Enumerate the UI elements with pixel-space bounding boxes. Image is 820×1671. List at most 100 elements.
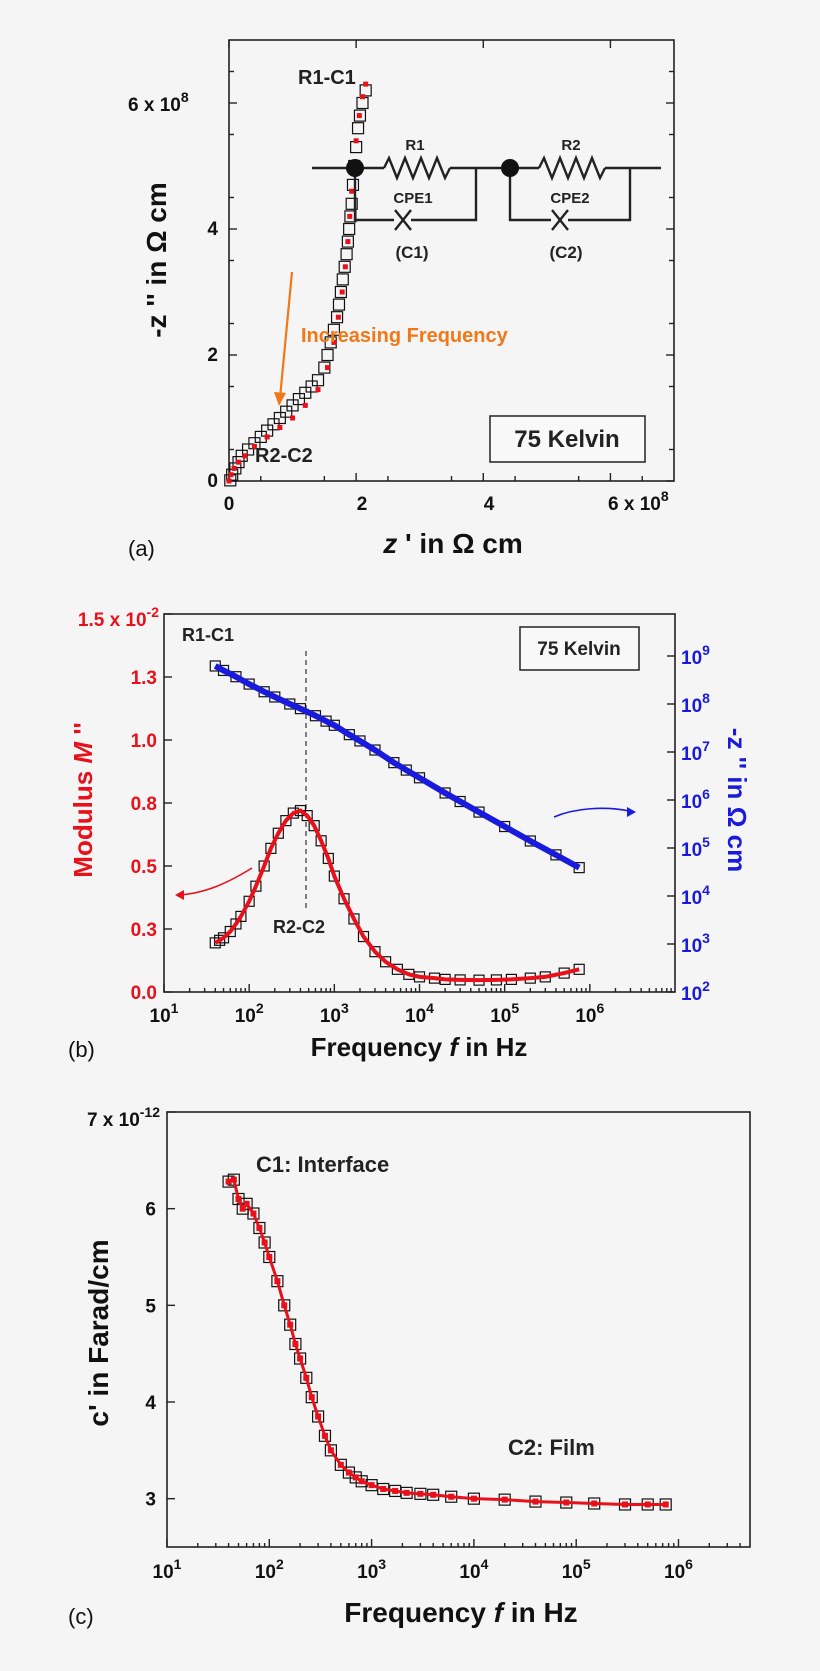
panel-a-data-square-21 [330, 311, 344, 324]
panel-a-data-square-15 [305, 380, 318, 393]
panel-c-data-square-7 [258, 1236, 271, 1249]
panel-b-left-top-tick-exp: -2 [147, 604, 160, 620]
panel-a-r1c1-label: R1-C1 [298, 67, 356, 89]
panel-b-left-tick-label-3: 0.8 [131, 794, 157, 815]
panel-a-fit-point-5 [251, 443, 257, 449]
panel-b-modulus-square-23 [380, 956, 392, 968]
panel-b-x-tick-label-0-base: 10 [150, 1006, 171, 1027]
panel-a-data-square-22 [332, 298, 346, 311]
circuit-cpe1-label: CPE1 [393, 190, 432, 207]
panel-b-right-tick-label-1: 103 [681, 930, 710, 957]
panel-c-label: (c) [68, 1604, 94, 1629]
panel-b-x-title-italic: f [449, 1032, 460, 1062]
panel-a-fit-point-8 [290, 415, 296, 421]
panel-a-x-tick-0: 0 [224, 494, 235, 515]
panel-b-left-title-italic: M [68, 741, 98, 764]
panel-a-fit-point-6 [264, 434, 270, 440]
panel-c-data-square-19 [334, 1458, 347, 1471]
panel-c-data-square-17 [318, 1429, 332, 1442]
panel-a-data-square-9 [267, 418, 280, 431]
panel-a-label: (a) [128, 536, 155, 561]
panel-b-right-tick-label-7-exp: 9 [702, 642, 710, 658]
panel-a-marks [224, 81, 372, 487]
panel-a-fit-point-3 [236, 459, 242, 465]
panel-b-label: (b) [68, 1037, 95, 1062]
panel-c-x-tick-label-1: 102 [255, 1556, 284, 1583]
panel-b-r1c1-label: R1-C1 [182, 625, 234, 645]
panel-a-data-square-13 [292, 393, 306, 406]
panel-c-x-tick-label-4-base: 10 [562, 1562, 583, 1583]
circuit-node-2 [501, 159, 519, 177]
panel-b-x-tick-label-1: 102 [235, 1000, 264, 1027]
panel-b-left-top-tick: 1.5 x 10-2 [78, 604, 159, 631]
panel-b-left-axis-arrow-head [175, 890, 184, 900]
panel-a-x-axis-title: z ' in Ω cm [382, 528, 523, 559]
panel-c-x-title-text: Frequency [344, 1597, 486, 1628]
panel-b-x-tick-label-5: 106 [575, 1000, 604, 1027]
panel-b-x-tick-label-5-base: 10 [575, 1006, 596, 1027]
panel-a-y-tick-6-base: 6 x 10 [128, 95, 181, 116]
circuit-resistor-r2 [537, 154, 607, 182]
panel-b-modulus-square-24 [391, 963, 403, 975]
circuit-r2-label: R2 [561, 137, 580, 154]
panel-c-x-tick-labels: 101 102 103 104 105 106 [153, 1556, 694, 1583]
panel-b-right-tick-label-3-exp: 5 [702, 834, 710, 850]
panel-c-c1-interface-label: C1: Interface [256, 1152, 389, 1177]
panel-b-x-tick-label-4-exp: 5 [511, 1000, 519, 1016]
panel-a-y-tick-4: 4 [207, 219, 218, 240]
panel-a-data-square-34 [351, 122, 365, 135]
circuit-cpe1-wire-right [411, 168, 478, 222]
panel-c-c2-film-label: C2: Film [508, 1435, 595, 1460]
panel-b-right-tick-label-1-exp: 3 [702, 930, 710, 946]
panel-b-right-tick-label-6-exp: 8 [702, 690, 710, 706]
panel-b-modulus-square-3 [224, 925, 236, 938]
panel-c-x-title-rest: in Hz [503, 1597, 578, 1628]
panel-b-x-tick-label-5-exp: 6 [597, 1000, 605, 1016]
panel-b-x-tick-label-4-base: 10 [490, 1006, 511, 1027]
panel-b-right-tick-label-0-base: 10 [681, 984, 702, 1005]
panel-c-data-square-22 [355, 1475, 368, 1488]
panel-b-x-tick-label-1-base: 10 [235, 1006, 256, 1027]
panel-a-y-tick-2: 2 [207, 345, 218, 366]
panel-b-right-tick-label-4-base: 10 [681, 792, 702, 813]
panel-c-data-square-13 [293, 1352, 307, 1365]
panel-b-x-tick-label-2: 103 [320, 1000, 349, 1027]
panel-b-x-title-text: Frequency [311, 1032, 443, 1062]
panel-c-y-tick-label-0: 3 [145, 1490, 156, 1511]
panel-a-fit-point-11 [325, 365, 331, 371]
panel-a-y-tick-6-exp: 8 [181, 89, 189, 105]
panel-b-left-tick-labels: 0.0 0.3 0.5 0.8 1.0 1.3 [131, 668, 158, 1004]
panel-c-x-axis-title: Frequency f in Hz [344, 1597, 577, 1628]
panel-c-data-square-6 [253, 1221, 266, 1235]
panel-a-data-square-10 [273, 411, 286, 425]
panel-c-x-tick-label-3-base: 10 [459, 1562, 480, 1583]
panel-b-right-tick-label-7: 109 [681, 642, 710, 669]
panel-b-right-axis-arrow-head [627, 807, 636, 817]
panel-a-fit-point-15 [342, 264, 348, 270]
panel-b-right-tick-label-5-exp: 7 [702, 738, 710, 754]
panel-a-x-tick-6-base: 6 x 10 [608, 494, 661, 515]
panel-c-x-tick-label-2: 103 [357, 1556, 386, 1583]
panel-c-x-tick-label-3-exp: 4 [481, 1556, 489, 1572]
panel-b-x-tick-label-2-exp: 3 [341, 1000, 349, 1016]
panel-c-data-square-5 [247, 1207, 260, 1220]
circuit-cpe2-wire-right [568, 168, 632, 222]
panel-b-marks [209, 660, 585, 986]
panel-a-y-tick-0: 0 [207, 471, 218, 492]
panel-a-x-title-italic: z [382, 528, 397, 559]
panel-b-modulus-square-5 [235, 910, 247, 923]
panel-a-fit-point-14 [339, 289, 345, 295]
panel-a-fit-point-18 [349, 188, 355, 194]
panel-c-x-tick-label-4-exp: 5 [583, 1556, 591, 1572]
panel-a-data-square-3 [232, 456, 245, 469]
panel-b-x-tick-label-0-exp: 1 [171, 1000, 179, 1016]
panel-a-y-axis-title: -z '' in Ω cm [141, 182, 172, 338]
panel-c-y-top-tick-base: 7 x 10 [87, 1110, 140, 1131]
panel-a-y-tick-6: 6 x 108 [128, 89, 189, 116]
panel-a-fit-point-0 [226, 478, 232, 484]
panel-a-fit-point-22 [360, 94, 365, 100]
panel-a-fit-point-2 [231, 465, 237, 471]
panel-c-x-title-italic: f [494, 1597, 506, 1628]
panel-b-right-tick-label-3-base: 10 [681, 840, 702, 861]
